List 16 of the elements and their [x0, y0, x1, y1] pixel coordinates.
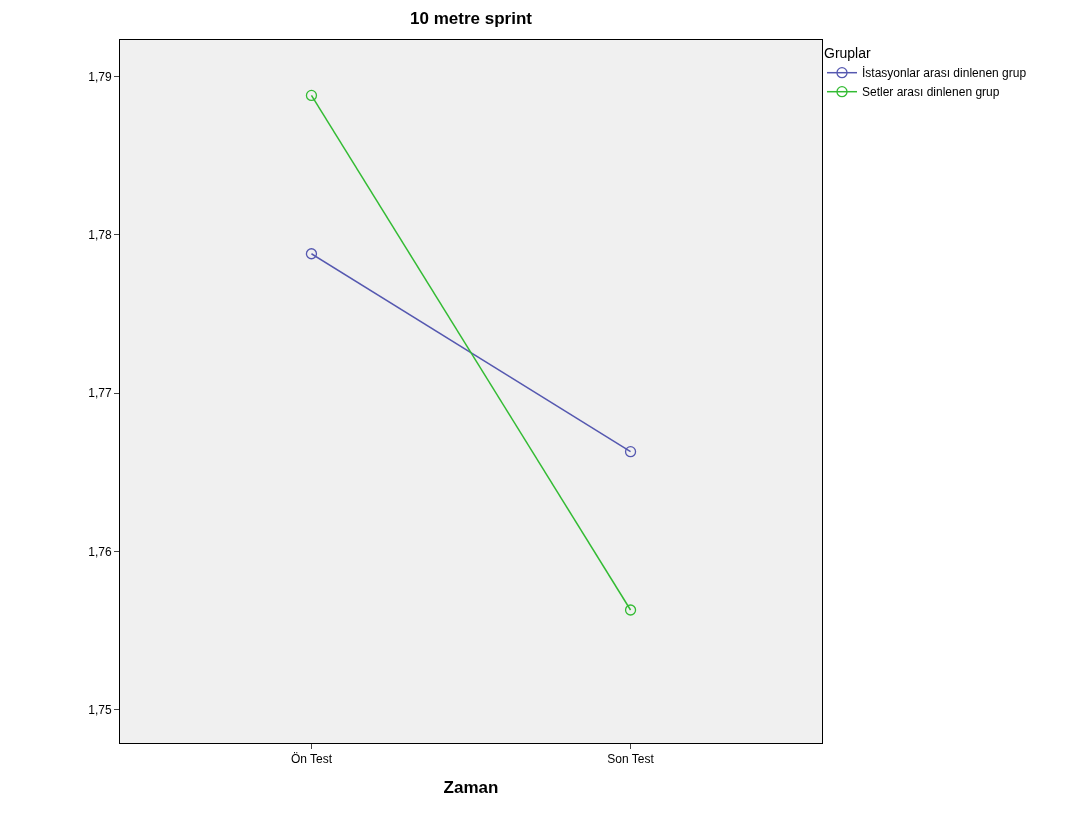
y-tick-label: 1,79	[88, 69, 112, 84]
x-tick-label: Ön Test	[290, 752, 333, 767]
point	[305, 89, 318, 102]
chart-title: 10 metre sprint	[410, 9, 533, 29]
point	[305, 248, 318, 260]
y-tick-label: 1,75	[88, 702, 112, 717]
y-tick-label: 1,77	[88, 386, 112, 401]
x-axis-title: Zaman	[443, 777, 499, 797]
point	[624, 604, 637, 616]
y-tick-label: 1,76	[88, 544, 112, 559]
point	[624, 446, 637, 458]
y-tick-label: 1,78	[88, 227, 112, 242]
x-tick-label: Son Test	[607, 752, 655, 767]
legend-title: Gruplar	[824, 45, 872, 62]
legend-label: İstasyonlar arası dinlenen grup	[862, 66, 1027, 81]
legend-label: Setler arası dinlenen grup	[862, 85, 1000, 100]
